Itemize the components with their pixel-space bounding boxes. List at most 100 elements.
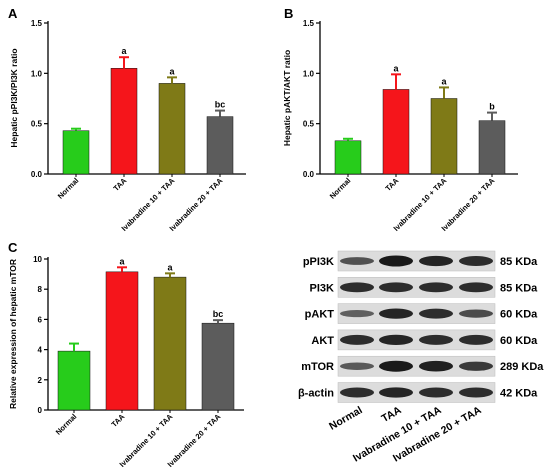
- y-tick-label: 0.5: [303, 120, 315, 129]
- bar: [62, 130, 90, 175]
- blot-band: [340, 334, 374, 345]
- blot-strip: [337, 303, 496, 324]
- y-tick-label: 6: [38, 315, 43, 324]
- blot-lane-label: TAA: [379, 404, 403, 425]
- chart-c: 0 2 4 6 8 10 Relative expression of hepatic mT…: [8, 255, 244, 469]
- x-tick-label: Ivabradine 10 + TAA: [120, 176, 177, 233]
- blot-band: [340, 282, 374, 293]
- x-tick-label: Ivabradine 10 + TAA: [392, 176, 449, 233]
- y-tick-label: 1.0: [303, 69, 315, 78]
- significance-label: a: [441, 76, 447, 86]
- significance-label: b: [489, 102, 495, 112]
- bar: [153, 276, 187, 411]
- y-tick-label: 8: [38, 285, 43, 294]
- y-tick-label: 0.0: [303, 170, 315, 179]
- bar: [206, 116, 234, 175]
- y-axis-label: Hepatic pPI3K/PI3K ratio: [9, 48, 19, 147]
- bar: [382, 89, 410, 175]
- western-blot: pPI3K 85 KDa PI3K 85 KDa pAKT 60 KDa AKT 60 KDa…: [298, 250, 544, 465]
- blot-band: [459, 282, 493, 293]
- bar: [105, 271, 139, 411]
- blot-band: [379, 360, 413, 372]
- x-tick-label: TAA: [110, 412, 127, 429]
- bar: [478, 120, 506, 175]
- x-tick-label: Ivabradine 20 + TAA: [168, 176, 225, 233]
- blot-band: [340, 362, 374, 370]
- blot-band: [419, 360, 453, 372]
- x-tick-label: Ivabradine 20 + TAA: [440, 176, 497, 233]
- blot-band: [379, 387, 413, 398]
- significance-label: a: [169, 66, 175, 76]
- x-tick-label: TAA: [384, 176, 401, 193]
- y-tick-label: 4: [38, 346, 43, 355]
- blot-size-label: 60 KDa: [500, 335, 538, 347]
- y-tick-label: 2: [38, 376, 43, 385]
- chart-a: 0.0 0.5 1.0 1.5 Hepatic pPI3K/PI3K ratio Norm…: [9, 19, 246, 233]
- blot-band: [419, 255, 453, 267]
- blot-band: [379, 282, 413, 293]
- significance-label: bc: [213, 309, 224, 319]
- blot-size-label: 289 KDa: [500, 361, 544, 373]
- blot-band: [419, 387, 453, 398]
- y-tick-label: 0.0: [31, 170, 43, 179]
- significance-label: a: [121, 46, 127, 56]
- bar: [158, 83, 186, 175]
- blot-strip: [337, 277, 496, 298]
- x-tick-label: Normal: [56, 176, 81, 201]
- y-axis-label: Hepatic pAKT/AKT ratio: [282, 50, 292, 146]
- bar: [57, 350, 91, 411]
- panel-letter-c: C: [8, 240, 18, 255]
- x-tick-label: Ivabradine 20 + TAA: [166, 412, 223, 469]
- significance-label: a: [393, 63, 399, 73]
- blot-lane-label: Normal: [327, 404, 364, 433]
- blot-size-label: 85 KDa: [500, 256, 538, 268]
- blot-strip: [337, 355, 496, 377]
- blot-size-label: 85 KDa: [500, 282, 538, 294]
- bar: [110, 68, 138, 175]
- panel-letter-b: B: [284, 6, 293, 21]
- blot-protein-label: mTOR: [301, 361, 334, 373]
- blot-band: [459, 309, 493, 318]
- blot-band: [379, 255, 413, 267]
- blot-band: [419, 282, 453, 293]
- blot-protein-label: pAKT: [305, 309, 335, 321]
- blot-protein-label: AKT: [311, 335, 334, 347]
- y-tick-label: 10: [33, 255, 42, 264]
- significance-label: a: [119, 256, 125, 266]
- blot-band: [340, 257, 374, 265]
- x-tick-label: Normal: [54, 412, 79, 437]
- blot-band: [459, 256, 493, 266]
- blot-strip: [337, 250, 496, 272]
- blot-band: [419, 334, 453, 345]
- blot-band: [379, 334, 413, 346]
- x-tick-label: Ivabradine 10 + TAA: [118, 412, 175, 469]
- y-tick-label: 0.5: [31, 120, 43, 129]
- bar: [334, 140, 362, 175]
- y-axis-label: Relative expression of hepatic mTOR: [8, 259, 18, 409]
- blot-band: [379, 308, 413, 319]
- x-tick-label: TAA: [112, 176, 129, 193]
- blot-strip: [337, 382, 496, 403]
- bar: [201, 322, 235, 411]
- significance-label: a: [167, 262, 173, 272]
- blot-size-label: 60 KDa: [500, 309, 538, 321]
- significance-label: bc: [215, 100, 226, 110]
- blot-band: [459, 387, 493, 398]
- blot-size-label: 42 KDa: [500, 388, 538, 400]
- blot-band: [419, 308, 453, 319]
- y-tick-label: 1.5: [31, 19, 43, 28]
- bar: [430, 98, 458, 175]
- y-tick-label: 1.0: [31, 69, 43, 78]
- blot-protein-label: β-actin: [298, 388, 334, 400]
- blot-strip: [337, 329, 496, 351]
- blot-protein-label: PI3K: [310, 282, 335, 294]
- blot-band: [459, 361, 493, 371]
- y-tick-label: 1.5: [303, 19, 315, 28]
- blot-band: [459, 334, 493, 345]
- chart-b: 0.0 0.5 1.0 1.5 Hepatic pAKT/AKT ratio Normal…: [282, 19, 518, 233]
- x-tick-label: Normal: [328, 176, 353, 201]
- y-tick-label: 0: [38, 406, 43, 415]
- blot-band: [340, 310, 374, 318]
- blot-protein-label: pPI3K: [303, 256, 334, 268]
